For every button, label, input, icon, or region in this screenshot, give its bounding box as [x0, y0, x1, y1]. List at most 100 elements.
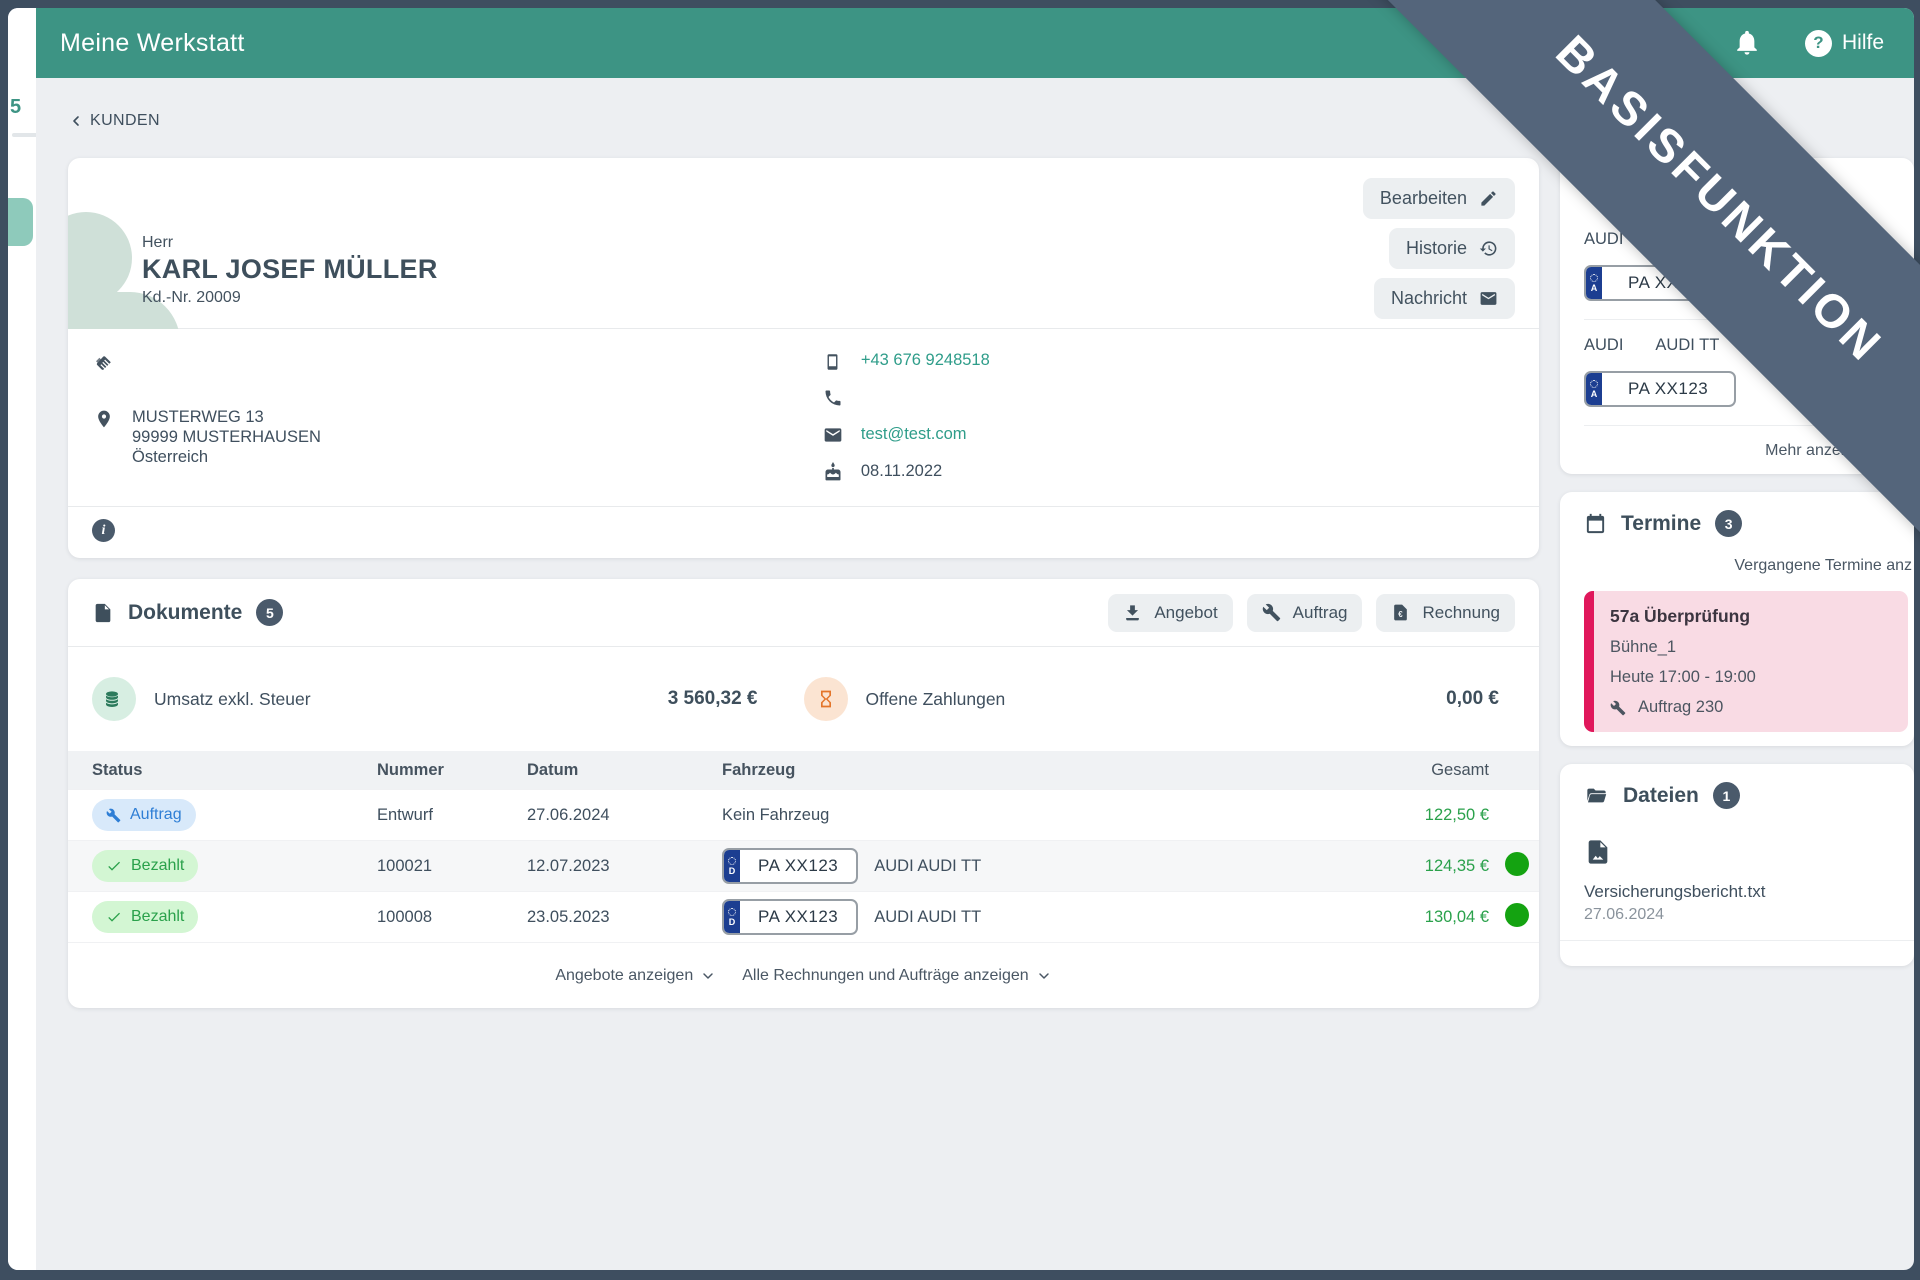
document-row[interactable]: Bezahlt 100008 23.05.2023 D PA XX123 AU: [68, 891, 1539, 942]
status-paid-pill: Bezahlt: [92, 850, 199, 882]
edit-customer-button[interactable]: Bearbeiten: [1362, 178, 1515, 219]
folder-open-icon: [1584, 785, 1609, 807]
eu-plate-strip: A: [1586, 267, 1602, 299]
vehicle-make: AUDI: [1584, 336, 1624, 354]
file-image-icon: [1588, 840, 1608, 864]
app-window: 5 Meine Werkstatt ? Hilfe KUNDEN: [8, 8, 1914, 1270]
file-item[interactable]: Versicherungsbericht.txt 27.06.2024: [1584, 837, 1894, 924]
customer-mobile-link[interactable]: +43 676 9248518: [860, 351, 990, 369]
breadcrumb-back-kunden[interactable]: KUNDEN: [68, 112, 160, 130]
documents-title: Dokumente: [128, 600, 243, 624]
history-button[interactable]: Historie: [1388, 228, 1515, 269]
order-label: Auftrag: [1292, 602, 1348, 622]
document-row[interactable]: Auftrag Entwurf 27.06.2024 Kein Fahrzeug…: [68, 789, 1539, 840]
invoice-icon: €: [1394, 604, 1408, 621]
edit-label: Bearbeiten: [1379, 188, 1467, 208]
customer-name: KARL JOSEF MÜLLER: [142, 254, 438, 284]
check-icon: [108, 912, 120, 922]
vehicle-model: AUDI TT: [1655, 336, 1720, 354]
app-title: Meine Werkstatt: [60, 28, 245, 57]
customer-number: Kd.-Nr. 20009: [142, 289, 241, 306]
show-all-label: Alle Rechnungen und Aufträge anzeigen: [742, 966, 1029, 984]
file-date: 27.06.2024: [1584, 906, 1665, 923]
top-bar: Meine Werkstatt ? Hilfe: [36, 8, 1914, 78]
notifications-bell-icon[interactable]: [1733, 29, 1761, 57]
doc-total: 122,50 €: [1424, 805, 1489, 824]
new-invoice-button[interactable]: € Rechnung: [1376, 593, 1515, 632]
envelope-icon: [1480, 292, 1497, 305]
help-button[interactable]: ? Hilfe: [1804, 29, 1884, 57]
offer-label: Angebot: [1154, 602, 1218, 622]
envelope-icon: [821, 425, 845, 445]
show-offers-link[interactable]: Angebote anzeigen: [555, 967, 716, 985]
content-area: KUNDEN Herr KARL JOS: [36, 78, 1914, 1270]
handshake-icon: [92, 351, 116, 375]
status-paid-pill: Bezahlt: [92, 901, 199, 933]
svg-text:€: €: [1399, 610, 1404, 619]
past-appointments-link[interactable]: Vergangene Termine anz: [1734, 557, 1912, 574]
document-icon: [92, 600, 114, 626]
customer-address: MUSTERWEG 13 99999 MUSTERHAUSEN Österrei…: [132, 407, 321, 467]
col-total: Gesamt: [1431, 760, 1489, 779]
documents-card: Dokumente 5 Angebot Auftrag: [68, 579, 1539, 1008]
hourglass-icon: [803, 677, 848, 721]
appointment-time: Heute 17:00 - 19:00: [1610, 668, 1756, 686]
address-country: Österreich: [132, 448, 209, 466]
appointment-item[interactable]: 57a Überprüfung Bühne_1 Heute 17:00 - 19…: [1584, 591, 1908, 732]
document-row[interactable]: Bezahlt 100021 12.07.2023 D PA XX123 AU: [68, 840, 1539, 891]
vehicles-title: Fahrzeuge: [1624, 176, 1730, 199]
show-all-invoices-orders-link[interactable]: Alle Rechnungen und Aufträge anzeigen: [742, 967, 1051, 985]
message-button[interactable]: Nachricht: [1373, 278, 1515, 319]
doc-date: 23.05.2023: [527, 907, 610, 926]
info-icon[interactable]: i: [92, 519, 115, 542]
car-icon: [1584, 177, 1610, 199]
appointments-title: Termine: [1621, 511, 1702, 535]
col-vehicle: Fahrzeug: [722, 760, 796, 779]
wrench-icon: [106, 808, 121, 822]
doc-number: 100021: [377, 856, 433, 875]
show-more-label: Mehr anzeigen: [1765, 442, 1871, 459]
birthday-cake-icon: [821, 462, 845, 482]
doc-number: Entwurf: [377, 805, 433, 824]
vehicles-card: Fahrzeuge AUDI AUDI TT A PA XX123: [1560, 158, 1914, 474]
collapsed-sidebar[interactable]: 5: [8, 8, 36, 1270]
phone-icon: [821, 388, 845, 408]
col-date: Datum: [527, 760, 579, 779]
doc-date: 27.06.2024: [527, 805, 610, 824]
col-status: Status: [92, 760, 143, 779]
eu-plate-strip: D: [724, 850, 740, 882]
file-name: Versicherungsbericht.txt: [1584, 882, 1766, 901]
new-offer-button[interactable]: Angebot: [1108, 593, 1233, 632]
show-more-vehicles-link[interactable]: Mehr anzeigen: [1765, 442, 1894, 460]
open-payments-value: 0,00 €: [1446, 688, 1499, 709]
files-count-badge: 1: [1712, 782, 1740, 809]
revenue-label: Umsatz exkl. Steuer: [154, 688, 311, 709]
sidebar-text-fragment: 5: [10, 96, 22, 118]
documents-count-badge: 5: [256, 599, 284, 626]
sidebar-divider: [12, 133, 36, 137]
doc-number: 100008: [377, 907, 433, 926]
eu-plate-strip: D: [724, 901, 740, 933]
customer-card: Herr KARL JOSEF MÜLLER Kd.-Nr. 20009 Bea…: [68, 158, 1539, 558]
wrench-icon: [1610, 700, 1626, 715]
chevron-down-icon: [1038, 972, 1049, 979]
vehicle-item[interactable]: AUDI AUDI TT A PA XX123: [1584, 214, 1894, 320]
customer-avatar: [68, 194, 198, 329]
breadcrumb-label: KUNDEN: [90, 112, 160, 129]
paid-indicator-dot: [1505, 902, 1529, 927]
doc-total: 130,04 €: [1424, 907, 1489, 926]
vehicle-item[interactable]: AUDI AUDI TT A PA XX123: [1584, 320, 1894, 426]
coins-icon: [92, 677, 136, 721]
help-label: Hilfe: [1841, 31, 1884, 54]
customer-email-link[interactable]: test@test.com: [860, 425, 967, 443]
new-order-button[interactable]: Auftrag: [1246, 593, 1363, 632]
sidebar-active-item[interactable]: [8, 198, 33, 246]
message-label: Nachricht: [1390, 288, 1467, 308]
documents-table-header: Status Nummer Datum Fahrzeug Gesamt: [68, 751, 1539, 789]
mobile-phone-icon: [821, 351, 845, 373]
chevron-down-icon: [1881, 448, 1891, 454]
customer-birthdate: 08.11.2022: [860, 462, 943, 480]
offer-download-icon: [1126, 605, 1140, 621]
license-plate: D PA XX123: [722, 899, 859, 935]
